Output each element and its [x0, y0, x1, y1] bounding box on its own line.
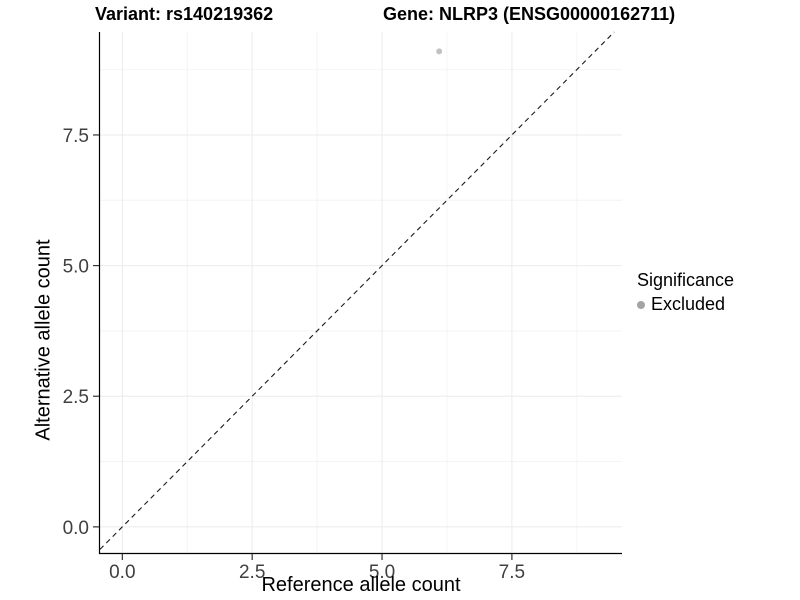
legend-item-excluded: Excluded [637, 294, 734, 315]
y-tick-label: 0.0 [63, 518, 89, 539]
legend-item-label: Excluded [651, 294, 726, 314]
legend: Significance Excluded [637, 270, 734, 315]
x-tick-label: 7.5 [499, 562, 525, 583]
y-tick-label: 5.0 [63, 257, 89, 278]
x-axis-title: Reference allele count [261, 574, 461, 596]
x-tick-label: 2.5 [239, 562, 265, 583]
data-point [436, 48, 443, 55]
y-axis-title: Alternative allele count [32, 239, 55, 441]
x-tick-label: 0.0 [109, 562, 135, 583]
x-tick-label: 5.0 [369, 562, 395, 583]
identity-line [99, 31, 615, 550]
legend-title: Significance [637, 270, 735, 290]
y-tick-label: 2.5 [63, 387, 89, 408]
excluded-dot-icon [637, 300, 645, 309]
variant-title: Variant: rs140219362 [95, 4, 274, 24]
y-tick-label: 7.5 [63, 126, 89, 147]
gene-title: Gene: NLRP3 (ENSG00000162711) [383, 4, 676, 24]
